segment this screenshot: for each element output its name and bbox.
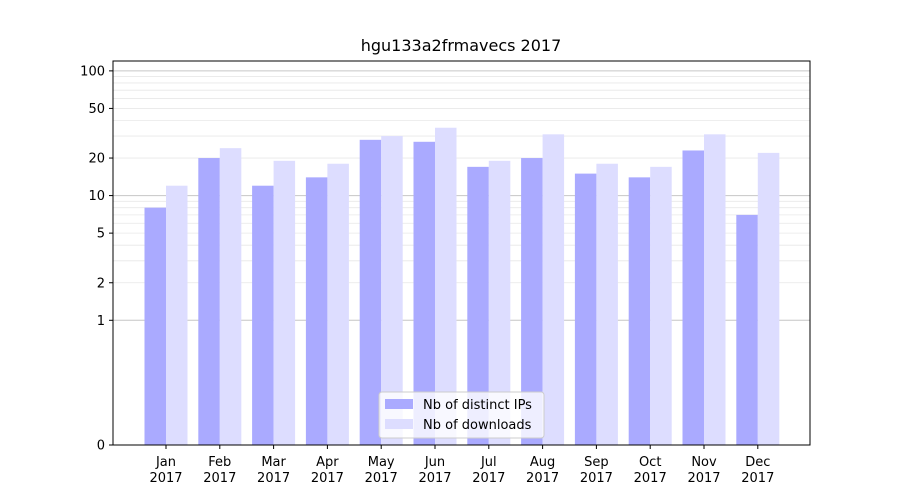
x-tick-label-month: Aug <box>530 455 555 470</box>
bar-distinct-ips <box>413 141 435 445</box>
bar-distinct-ips <box>359 139 382 445</box>
bar-downloads <box>166 185 188 445</box>
bar-distinct-ips <box>144 207 166 445</box>
legend-box <box>378 391 545 439</box>
x-tick-label-year: 2017 <box>634 471 667 486</box>
x-tick-label-month: Feb <box>208 455 231 470</box>
x-tick-label-year: 2017 <box>203 471 236 486</box>
x-tick-label-year: 2017 <box>365 471 398 486</box>
plot-frame <box>112 60 811 446</box>
x-tick-label-month: May <box>368 455 395 470</box>
y-tick-label: 0 <box>97 439 105 454</box>
x-axis: Jan2017Feb2017Mar2017Apr2017May2017Jun20… <box>149 445 774 486</box>
x-tick-label-year: 2017 <box>580 471 613 486</box>
x-tick-label-month: Dec <box>745 455 770 470</box>
x-tick-label-month: Jan <box>155 455 176 470</box>
legend-swatch <box>385 399 413 409</box>
x-tick-label-month: Nov <box>691 455 717 470</box>
bar-downloads <box>435 127 457 445</box>
bar-downloads <box>757 152 780 445</box>
bar-downloads <box>273 160 296 445</box>
bar-distinct-ips <box>467 166 489 445</box>
bar-downloads <box>650 166 672 445</box>
bar-downloads <box>596 163 618 445</box>
x-tick-label-year: 2017 <box>741 471 774 486</box>
bar-distinct-ips <box>574 173 597 445</box>
x-tick-label-year: 2017 <box>311 471 344 486</box>
x-tick-label-month: Jul <box>480 455 497 470</box>
x-tick-label-year: 2017 <box>687 471 720 486</box>
y-tick-label: 50 <box>88 102 105 117</box>
bar-distinct-ips <box>252 185 274 445</box>
x-tick-label-year: 2017 <box>418 471 451 486</box>
x-tick-label-month: Sep <box>584 455 609 470</box>
y-tick-label: 1 <box>97 314 105 329</box>
x-tick-label-month: Mar <box>261 455 286 470</box>
y-tick-label: 10 <box>88 189 105 204</box>
bar-distinct-ips <box>521 158 543 445</box>
bar-distinct-ips <box>198 158 220 445</box>
x-tick-label-year: 2017 <box>526 471 559 486</box>
x-tick-label-month: Oct <box>639 455 661 470</box>
bar-distinct-ips <box>305 177 328 445</box>
chart-title: hgu133a2frmavecs 2017 <box>361 36 562 55</box>
bar-downloads <box>219 148 242 445</box>
bar-downloads <box>488 160 511 445</box>
x-tick-label-year: 2017 <box>149 471 182 486</box>
bar-downloads <box>381 136 403 446</box>
x-tick-label-month: Jun <box>424 455 445 470</box>
bar-downloads <box>327 163 349 445</box>
x-tick-label-month: Apr <box>316 455 339 470</box>
bar-distinct-ips <box>736 214 758 445</box>
y-tick-label: 20 <box>88 152 105 167</box>
bar-distinct-ips <box>682 150 704 445</box>
legend-swatch <box>385 419 413 429</box>
bars <box>144 127 780 446</box>
legend: Nb of distinct IPs Nb of downloads <box>378 391 545 439</box>
bar-distinct-ips <box>628 177 651 445</box>
y-tick-label: 5 <box>97 227 105 242</box>
y-tick-label: 100 <box>80 64 105 79</box>
legend-label: Nb of distinct IPs <box>423 398 532 413</box>
bar-downloads <box>704 134 726 445</box>
y-tick-label: 2 <box>97 276 105 291</box>
x-tick-label-year: 2017 <box>472 471 505 486</box>
y-axis: 0 1 2 5 10 20 50 100 <box>80 64 113 454</box>
x-tick-label-year: 2017 <box>257 471 290 486</box>
legend-label: Nb of downloads <box>423 418 532 433</box>
bar-downloads <box>542 134 565 445</box>
